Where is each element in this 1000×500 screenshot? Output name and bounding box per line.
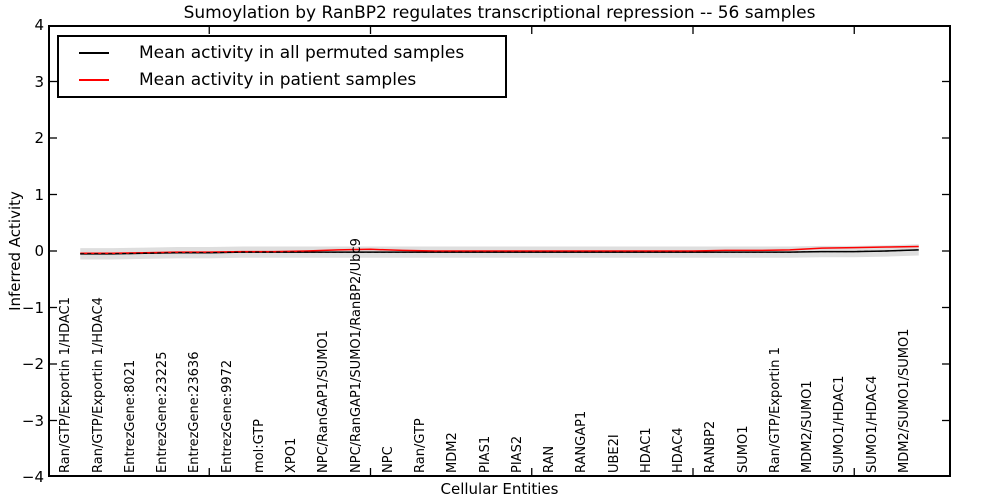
x-category-label: EntrezGene:23636: [187, 351, 203, 473]
x-category-label: SUMO1: [735, 425, 751, 474]
x-category-label: MDM2/SUMO1/SUMO1: [896, 328, 912, 473]
y-tick-label: 1: [34, 185, 44, 204]
x-category-label: RANGAP1: [574, 410, 590, 473]
x-category-label: NPC/RanGAP1/SUMO1/RanBP2/Ubc9: [348, 238, 364, 473]
x-category-label: Ran/GTP/Exportin 1/HDAC4: [90, 297, 106, 473]
x-category-label: RAN: [542, 445, 557, 473]
x-category-label: PIAS1: [477, 435, 493, 473]
x-category-label: SUMO1/HDAC1: [832, 375, 848, 473]
series-line-1: [80, 245, 919, 255]
y-tick-label: −4: [21, 468, 44, 486]
x-category-label: MDM2/SUMO1: [800, 380, 815, 473]
x-category-label: MDM2: [445, 432, 461, 473]
red-line-sample-icon: [79, 78, 109, 81]
y-tick-label: 2: [34, 129, 44, 147]
y-tick-label: −2: [21, 355, 44, 373]
x-category-label: XPO1: [284, 437, 299, 473]
x-category-label: HDAC4: [671, 427, 686, 473]
plot-area: [48, 25, 951, 477]
y-tick-label: 3: [34, 72, 44, 91]
x-category-label: NPC/RanGAP1/SUMO1: [316, 330, 332, 473]
legend-row-permuted: Mean activity in all permuted samples: [73, 43, 505, 63]
x-category-label: HDAC1: [638, 427, 654, 473]
x-category-label: EntrezGene:8021: [122, 359, 138, 473]
y-tick-label: −1: [21, 298, 44, 317]
axes-frame: [48, 25, 951, 477]
y-tick-label: 0: [34, 242, 44, 260]
x-category-label: NPC: [380, 446, 396, 473]
x-category-label: Ran/GTP/Exportin 1: [767, 347, 783, 473]
legend-box: Mean activity in all permuted samples Me…: [57, 35, 507, 98]
x-category-label: RANBP2: [703, 420, 719, 473]
x-category-label: Ran/GTP: [413, 418, 428, 473]
x-category-label: PIAS2: [509, 435, 525, 473]
chart-title: Sumoylation by RanBP2 regulates transcri…: [183, 3, 816, 23]
x-category-label: EntrezGene:23225: [155, 351, 170, 473]
legend-label-patient: Mean activity in patient samples: [139, 69, 417, 90]
x-category-label: Ran/GTP/Exportin 1/HDAC1: [58, 297, 74, 473]
legend-row-patient: Mean activity in patient samples: [73, 70, 505, 90]
y-tick-label: −3: [21, 411, 44, 430]
x-category-label: SUMO1/HDAC4: [864, 375, 880, 473]
x-category-label: UBE2I: [606, 434, 622, 473]
x-axis-label: Cellular Entities: [440, 480, 559, 498]
legend-label-permuted: Mean activity in all permuted samples: [139, 43, 465, 64]
black-line-sample-icon: [79, 52, 109, 55]
x-category-label: mol:GTP: [251, 419, 267, 473]
y-tick-label: 4: [34, 16, 44, 34]
x-category-label: EntrezGene:9972: [219, 359, 235, 473]
